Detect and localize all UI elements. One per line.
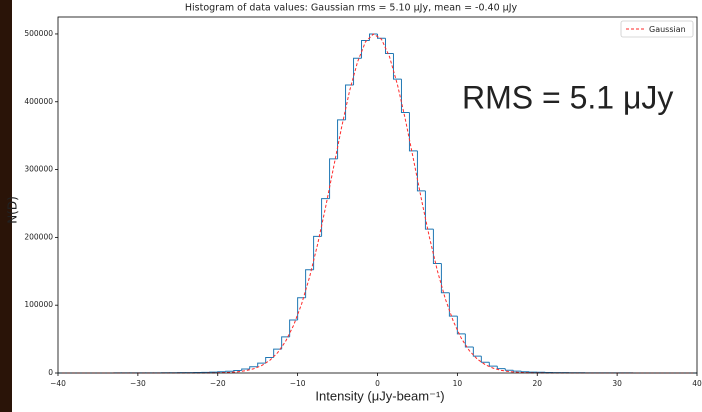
y-tick-label: 100000 [24, 300, 53, 309]
chart-title: Histogram of data values: Gaussian rms =… [185, 3, 518, 14]
histogram-bin [432, 229, 442, 265]
histogram-bin [377, 34, 386, 39]
histogram-bin [520, 371, 530, 373]
x-tick-label: −40 [50, 379, 66, 388]
histogram-bin [257, 362, 266, 367]
histogram-bin [265, 357, 274, 364]
histogram-bin [392, 53, 402, 80]
y-tick-label: 200000 [24, 232, 53, 241]
x-tick-label: −30 [130, 379, 146, 388]
x-tick-label: 40 [692, 379, 702, 388]
histogram-bin [504, 368, 514, 371]
histogram-bin [281, 336, 290, 350]
x-tick-label: 0 [375, 379, 380, 388]
x-tick-label: 30 [612, 379, 622, 388]
histogram-bin [313, 235, 322, 270]
x-tick-label: −20 [210, 379, 226, 388]
y-tick-label: 300000 [24, 165, 53, 174]
histogram-bin [289, 319, 298, 337]
histogram-bin [440, 263, 450, 294]
histogram-bin [512, 370, 522, 372]
y-tick-label: 500000 [24, 29, 53, 38]
histogram-bin [233, 369, 242, 372]
histogram-bin [488, 362, 498, 367]
histogram-bin [464, 333, 474, 348]
histogram-bin [225, 370, 234, 372]
histogram-bin [472, 346, 482, 357]
legend-box [620, 20, 694, 38]
y-tick-label: 0 [48, 368, 53, 377]
histogram-bin [408, 112, 418, 152]
y-axis-label: N(D) [6, 196, 20, 224]
y-tick-label: 400000 [24, 97, 53, 106]
x-tick-label: 20 [532, 379, 542, 388]
histogram-bin [416, 150, 426, 192]
annotation: RMS = 5.1 μJy [462, 79, 673, 115]
histogram-bin [273, 348, 282, 358]
histogram-bin [400, 79, 410, 114]
histogram-bin [448, 292, 458, 317]
histogram-bin [424, 190, 434, 230]
x-tick-label: 10 [453, 379, 463, 388]
histogram-bin [305, 269, 314, 298]
plot-frame [57, 16, 698, 374]
histogram-bin [241, 368, 250, 371]
histogram-bin [496, 366, 506, 370]
histogram-bin [249, 366, 258, 370]
histogram-bin [480, 356, 490, 363]
histogram-bin [384, 38, 394, 55]
x-axis-label: Intensity (μJy-beam⁻¹) [315, 388, 444, 403]
histogram-bin [297, 297, 306, 321]
histogram-bin [337, 119, 346, 159]
histogram-bin [353, 57, 362, 86]
histogram-bin [329, 158, 338, 199]
legend-label: Gaussian [649, 25, 686, 34]
x-tick-label: −10 [290, 379, 306, 388]
histogram-bin [456, 316, 466, 335]
background-image-strip [0, 0, 12, 412]
histogram-bin [321, 198, 330, 237]
